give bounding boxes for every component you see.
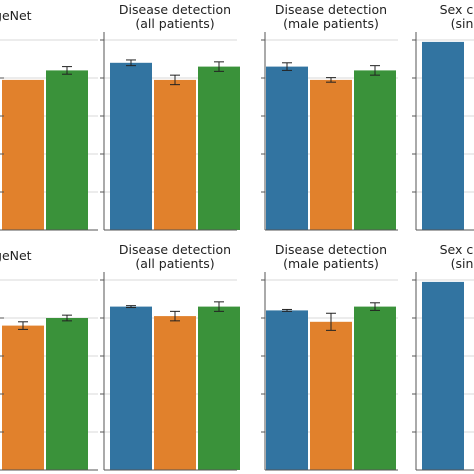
bar-2-2 [154,79,196,231]
panel-title-2: Disease detection (all patients) [119,2,231,31]
bar-6-2 [154,316,196,470]
bar-3-2 [310,79,352,231]
bar-6-1 [110,306,152,470]
panel-title-4: Sex cla(sin [440,2,474,31]
bar-5-2 [2,325,44,470]
panel-title-6: Disease detection (all patients) [119,242,231,271]
bar-7-3 [354,306,396,470]
bar-6-3 [198,306,240,470]
panel-title-7: Disease detection (male patients) [275,242,387,271]
bar-4-1 [422,41,464,231]
panel-title-8: Sex cla(sin [440,242,474,271]
bar-1-2 [2,79,44,231]
panel-title-5: nageNet [0,248,32,263]
panel-title-1: nageNet [0,8,32,23]
panel-title-3: Disease detection (male patients) [275,2,387,31]
bar-3-1 [266,66,308,230]
bar-7-1 [266,310,308,470]
bar-8-1 [422,281,464,470]
bar-2-3 [198,66,240,230]
bar-2-1 [110,62,152,230]
bar-3-3 [354,70,396,231]
bar-1-3 [46,70,88,231]
bar-5-3 [46,318,88,470]
bar-7-2 [310,321,352,470]
